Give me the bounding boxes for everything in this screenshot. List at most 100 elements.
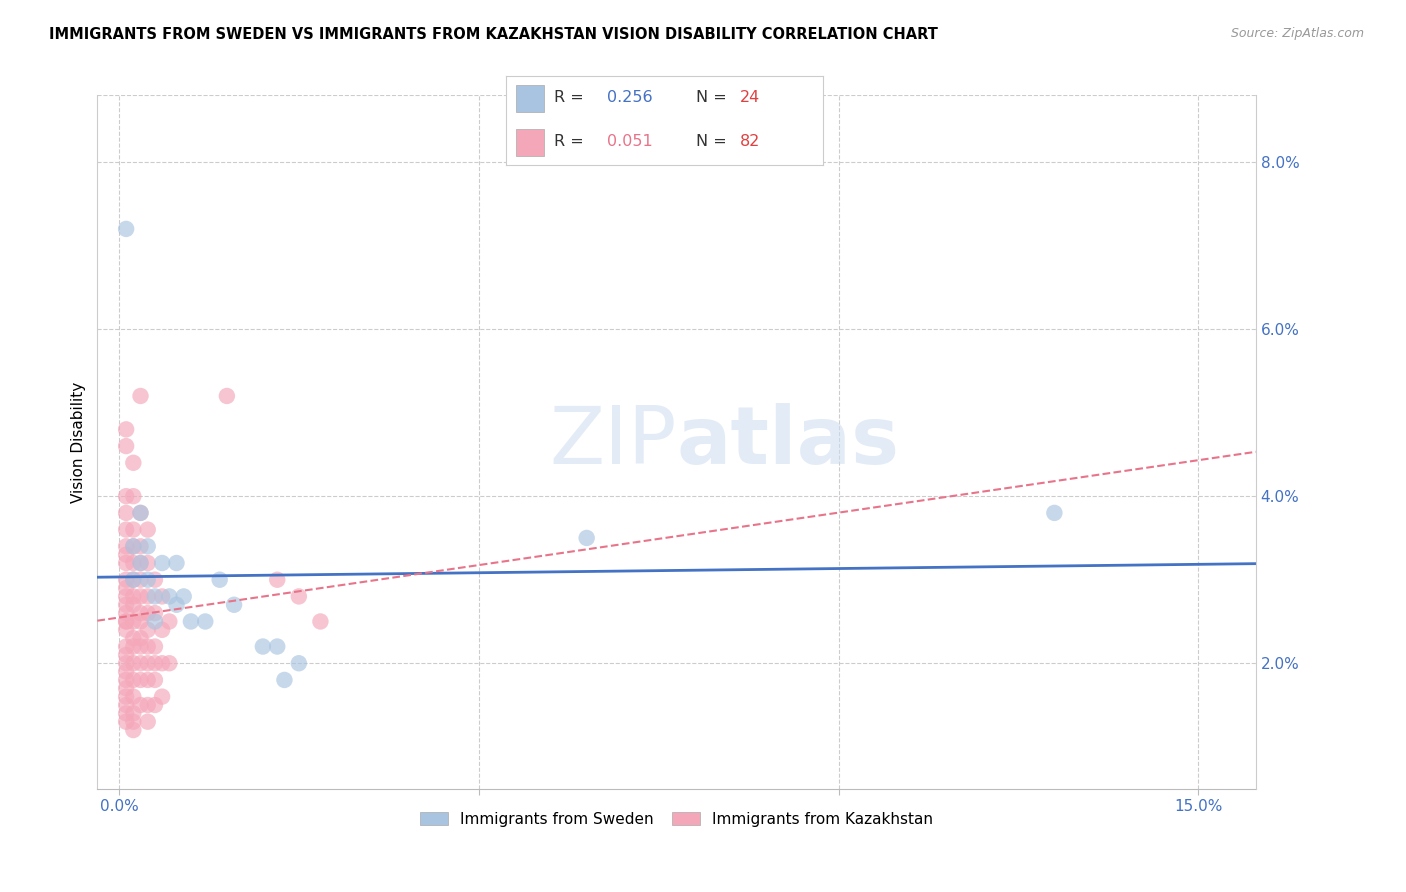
Point: [122, 539, 145, 553]
Point: [115, 640, 138, 654]
Point: [150, 623, 173, 637]
Point: [1043, 506, 1066, 520]
Point: [252, 640, 274, 654]
Point: [129, 556, 152, 570]
Point: [136, 640, 159, 654]
Point: [129, 698, 152, 712]
Point: [115, 523, 138, 537]
Point: [575, 531, 598, 545]
Point: [288, 590, 311, 604]
Point: [157, 590, 180, 604]
Point: [129, 573, 152, 587]
Point: [129, 389, 152, 403]
Point: [122, 615, 145, 629]
Point: [143, 698, 166, 712]
Point: [122, 690, 145, 704]
Point: [122, 657, 145, 671]
Point: [129, 506, 152, 520]
Point: [115, 615, 138, 629]
Point: [136, 573, 159, 587]
Point: [115, 690, 138, 704]
Point: [115, 598, 138, 612]
Point: [122, 631, 145, 645]
Point: [136, 698, 159, 712]
Point: [288, 657, 311, 671]
Point: [115, 489, 138, 503]
Point: [273, 673, 295, 687]
Text: R =: R =: [554, 135, 589, 149]
Point: [136, 714, 159, 729]
Point: [129, 556, 152, 570]
Point: [115, 548, 138, 562]
Point: [129, 657, 152, 671]
Legend: Immigrants from Sweden, Immigrants from Kazakhstan: Immigrants from Sweden, Immigrants from …: [415, 805, 939, 833]
Point: [215, 389, 238, 403]
Point: [166, 556, 188, 570]
Point: [122, 489, 145, 503]
Point: [309, 615, 332, 629]
Point: [115, 539, 138, 553]
Point: [266, 640, 288, 654]
Point: [136, 623, 159, 637]
Point: [157, 615, 180, 629]
Point: [122, 539, 145, 553]
Point: [136, 590, 159, 604]
Point: [129, 640, 152, 654]
Point: [122, 706, 145, 721]
Point: [115, 590, 138, 604]
Point: [136, 673, 159, 687]
Point: [115, 665, 138, 679]
Point: [115, 422, 138, 436]
Text: Source: ZipAtlas.com: Source: ZipAtlas.com: [1230, 27, 1364, 40]
Text: 24: 24: [741, 90, 761, 104]
Text: ZIP: ZIP: [550, 403, 676, 481]
Point: [129, 506, 152, 520]
Point: [115, 581, 138, 595]
Point: [136, 539, 159, 553]
Point: [122, 598, 145, 612]
Text: 0.051: 0.051: [607, 135, 654, 149]
Point: [208, 573, 231, 587]
Point: [115, 439, 138, 453]
Point: [115, 222, 138, 236]
Point: [157, 657, 180, 671]
Text: N =: N =: [696, 135, 733, 149]
Point: [115, 606, 138, 620]
Point: [129, 606, 152, 620]
Point: [129, 631, 152, 645]
Point: [136, 556, 159, 570]
Point: [115, 573, 138, 587]
Text: atlas: atlas: [676, 403, 900, 481]
Point: [150, 657, 173, 671]
Point: [129, 539, 152, 553]
Point: [115, 673, 138, 687]
Point: [115, 698, 138, 712]
Text: 0.256: 0.256: [607, 90, 652, 104]
FancyBboxPatch shape: [516, 129, 544, 156]
Point: [122, 573, 145, 587]
Point: [136, 523, 159, 537]
Point: [122, 523, 145, 537]
Point: [136, 606, 159, 620]
Point: [143, 606, 166, 620]
Point: [122, 673, 145, 687]
Point: [115, 648, 138, 662]
Point: [143, 573, 166, 587]
Point: [143, 590, 166, 604]
Y-axis label: Vision Disability: Vision Disability: [72, 381, 86, 502]
Point: [150, 690, 173, 704]
Point: [166, 598, 188, 612]
Point: [173, 590, 195, 604]
Point: [129, 615, 152, 629]
Point: [115, 681, 138, 696]
Point: [143, 657, 166, 671]
Point: [115, 657, 138, 671]
Point: [122, 640, 145, 654]
Point: [122, 573, 145, 587]
Point: [122, 456, 145, 470]
Point: [122, 714, 145, 729]
Text: 82: 82: [741, 135, 761, 149]
Point: [122, 590, 145, 604]
Point: [150, 590, 173, 604]
Point: [150, 556, 173, 570]
